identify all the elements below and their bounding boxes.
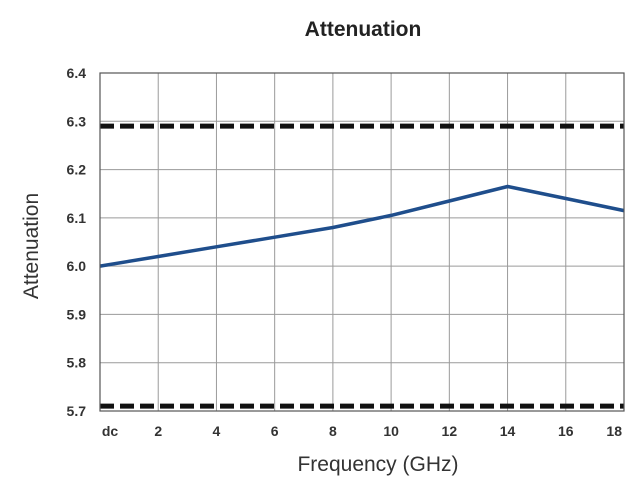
x-tick-label: 14 <box>500 423 516 439</box>
series-group <box>99 184 625 268</box>
y-axis-label: Attenuation <box>20 193 43 299</box>
x-tick-label: 12 <box>442 423 458 439</box>
limit-lines <box>100 123 624 409</box>
x-tick-label: 8 <box>329 423 337 439</box>
y-tick-label: 5.9 <box>67 306 87 322</box>
x-tick-labels: dc 2 4 6 8 10 12 14 16 18 <box>102 423 622 439</box>
x-tick-label: 18 <box>606 423 622 439</box>
x-tick-label: 16 <box>558 423 574 439</box>
y-tick-labels: 6.4 6.3 6.2 6.1 6.0 5.9 5.8 5.7 <box>67 65 87 419</box>
plot-frame <box>99 72 625 412</box>
y-tick-label: 6.0 <box>67 258 87 274</box>
chart-title: Attenuation <box>305 18 422 41</box>
x-tick-label: dc <box>102 423 119 439</box>
x-tick-label: 2 <box>154 423 162 439</box>
y-tick-label: 6.1 <box>67 210 87 226</box>
x-tick-label: 6 <box>271 423 279 439</box>
y-tick-label: 6.4 <box>67 65 87 81</box>
x-axis-label: Frequency (GHz) <box>297 453 458 476</box>
x-tick-label: 10 <box>383 423 399 439</box>
y-tick-label: 5.8 <box>67 355 87 371</box>
attenuation-series-line <box>99 184 625 268</box>
x-tick-label: 4 <box>213 423 221 439</box>
y-tick-label: 6.3 <box>67 113 87 129</box>
y-tick-label: 6.2 <box>67 162 87 178</box>
y-tick-label: 5.7 <box>67 403 87 419</box>
